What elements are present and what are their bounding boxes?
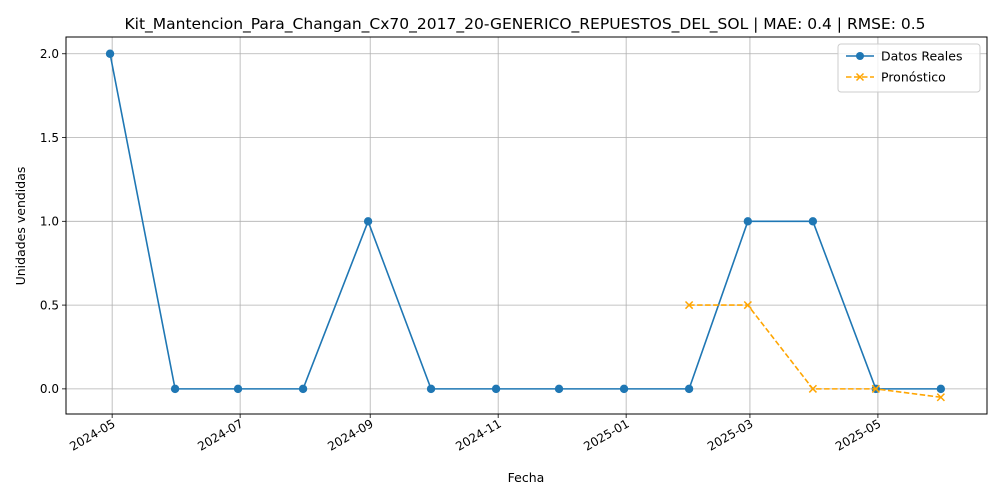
series-pronostico xyxy=(684,300,945,402)
data-point-datos-reales xyxy=(298,384,308,394)
y-tick-label: 2.0 xyxy=(40,47,59,61)
x-axis-label: Fecha xyxy=(508,470,545,485)
data-point-datos-reales xyxy=(170,384,180,394)
data-point-datos-reales xyxy=(554,384,564,394)
series-datos-reales xyxy=(105,49,946,394)
axis-layer: 2024-05 2024-07 2024-09 2024-11 2025-01 2025-… xyxy=(40,47,884,454)
x-tick-label: 2024-09 xyxy=(325,416,375,453)
data-point-pronostico xyxy=(871,384,880,393)
legend-entry-pronostico: Pronóstico xyxy=(846,70,946,85)
data-point-datos-reales xyxy=(684,384,694,394)
data-point-datos-reales xyxy=(233,384,243,394)
data-point-datos-reales xyxy=(105,49,115,58)
y-tick-label: 1.0 xyxy=(40,215,59,229)
legend: Datos Reales Pronóstico xyxy=(837,43,981,93)
y-tick-label: 0.5 xyxy=(40,298,59,312)
data-point-datos-reales xyxy=(491,384,501,394)
plot-area-frame xyxy=(65,36,988,415)
legend-marker-datos-reales xyxy=(856,52,864,60)
data-point-datos-reales xyxy=(743,217,753,226)
legend-marker-pronostico xyxy=(855,72,865,82)
data-point-datos-reales xyxy=(619,384,629,394)
x-tick-label: 2025-05 xyxy=(833,416,883,453)
grid-layer xyxy=(66,37,987,414)
data-point-pronostico xyxy=(743,300,752,310)
chart-title: Kit_Mantencion_Para_Changan_Cx70_2017_20… xyxy=(124,15,925,34)
data-point-pronostico xyxy=(684,300,694,310)
data-point-datos-reales xyxy=(808,217,818,226)
x-tick-label: 2024-05 xyxy=(67,416,117,453)
legend-label-pronostico: Pronóstico xyxy=(881,70,946,85)
legend-entry-datos-reales: Datos Reales xyxy=(846,49,962,64)
data-point-datos-reales xyxy=(426,384,436,394)
y-tick-label: 1.5 xyxy=(40,131,59,145)
legend-label-datos-reales: Datos Reales xyxy=(881,49,962,64)
series-line-pronostico xyxy=(689,304,941,399)
data-point-datos-reales xyxy=(936,384,946,394)
x-tick-label: 2024-11 xyxy=(453,416,503,453)
x-tick-label: 2025-01 xyxy=(581,416,631,453)
y-tick-label: 0.0 xyxy=(40,382,59,396)
x-tick-label: 2025-03 xyxy=(705,416,755,453)
data-point-pronostico xyxy=(936,393,945,402)
series-layer xyxy=(105,49,946,402)
series-line-datos-reales xyxy=(109,53,941,390)
data-point-pronostico xyxy=(808,384,818,393)
y-axis-label: Unidades vendidas xyxy=(13,167,28,286)
data-point-datos-reales xyxy=(363,217,373,226)
x-tick-label: 2024-07 xyxy=(195,416,245,453)
